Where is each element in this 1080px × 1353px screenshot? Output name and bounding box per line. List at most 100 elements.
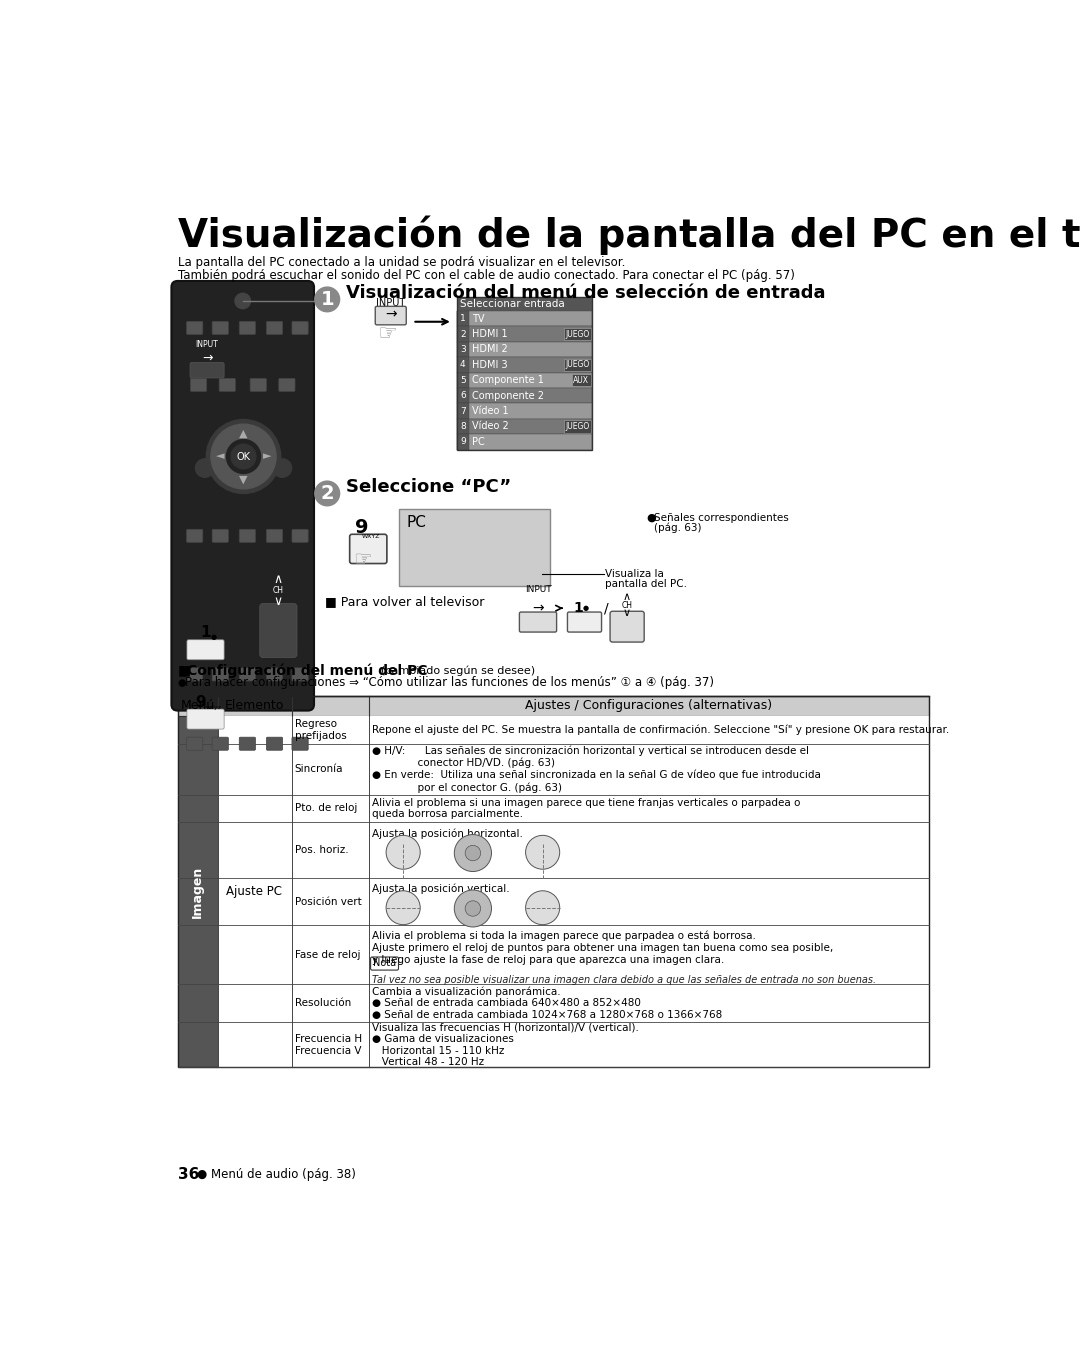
FancyBboxPatch shape [292, 668, 308, 681]
Text: Ajustes / Configuraciones (alternativas): Ajustes / Configuraciones (alternativas) [525, 700, 772, 713]
Text: 1: 1 [200, 625, 211, 640]
Bar [177, 695, 930, 1068]
Text: Seleccione “PC”: Seleccione “PC” [346, 479, 511, 497]
Text: ∧: ∧ [623, 593, 631, 602]
FancyBboxPatch shape [260, 603, 297, 658]
FancyBboxPatch shape [267, 529, 283, 543]
Bar [457, 403, 592, 419]
Text: INPUT: INPUT [376, 298, 405, 308]
Circle shape [206, 419, 281, 494]
Text: ∨: ∨ [623, 607, 631, 618]
Text: PC: PC [406, 515, 427, 530]
FancyBboxPatch shape [187, 640, 225, 660]
Text: INPUT: INPUT [195, 341, 218, 349]
Circle shape [273, 459, 292, 478]
Bar [457, 311, 469, 326]
Text: 36: 36 [177, 1168, 199, 1183]
Circle shape [211, 423, 276, 488]
Text: 1: 1 [573, 601, 583, 616]
Text: Visualización del menú de selección de entrada: Visualización del menú de selección de e… [346, 284, 825, 302]
Text: Frecuencia H
Frecuencia V: Frecuencia H Frecuencia V [295, 1034, 362, 1055]
Circle shape [526, 835, 559, 869]
Bar [565, 327, 591, 340]
Text: Visualiza la: Visualiza la [606, 570, 664, 579]
Text: 2: 2 [460, 330, 465, 338]
Circle shape [465, 846, 481, 861]
FancyBboxPatch shape [240, 668, 256, 681]
FancyBboxPatch shape [240, 529, 256, 543]
Bar [292, 1023, 930, 1068]
FancyBboxPatch shape [190, 379, 206, 391]
FancyBboxPatch shape [212, 322, 228, 334]
Text: Pos. horiz.: Pos. horiz. [295, 846, 348, 855]
Bar [292, 794, 930, 823]
FancyBboxPatch shape [187, 529, 203, 543]
Text: También podrá escuchar el sonido del PC con el cable de audio conectado. Para co: También podrá escuchar el sonido del PC … [177, 269, 795, 281]
FancyBboxPatch shape [172, 281, 314, 710]
Text: Pto. de reloj: Pto. de reloj [295, 804, 357, 813]
Circle shape [387, 835, 420, 869]
Text: HDMI 2: HDMI 2 [472, 345, 508, 354]
Text: Visualiza las frecuencias H (horizontal)/V (vertical).
● Gama de visualizaciones: Visualiza las frecuencias H (horizontal)… [373, 1023, 639, 1068]
Bar [292, 925, 930, 984]
Text: 4: 4 [460, 360, 465, 369]
FancyBboxPatch shape [370, 957, 399, 970]
Text: →: → [384, 308, 396, 322]
Text: La pantalla del PC conectado a la unidad se podrá visualizar en el televisor.: La pantalla del PC conectado a la unidad… [177, 256, 625, 269]
Text: ●: ● [211, 635, 217, 640]
Text: Repone el ajuste del PC. Se muestra la pantalla de confirmación. Seleccione "Sí": Repone el ajuste del PC. Se muestra la p… [373, 725, 949, 735]
FancyBboxPatch shape [187, 668, 203, 681]
Bar [457, 434, 469, 449]
Text: Ajuste PC: Ajuste PC [227, 885, 282, 898]
FancyBboxPatch shape [187, 322, 203, 334]
Circle shape [314, 287, 339, 311]
Bar [292, 878, 930, 925]
Text: JUEGO: JUEGO [566, 422, 590, 432]
FancyBboxPatch shape [190, 363, 225, 377]
Bar [292, 823, 930, 878]
Circle shape [227, 440, 260, 474]
FancyBboxPatch shape [267, 668, 283, 681]
Text: AUX: AUX [573, 376, 590, 384]
Text: JUEGO: JUEGO [566, 360, 590, 369]
Circle shape [235, 294, 251, 308]
Text: 5: 5 [460, 376, 465, 384]
Text: HDMI 1: HDMI 1 [472, 329, 508, 340]
Bar [399, 509, 550, 586]
Text: →: → [202, 352, 213, 364]
Bar [292, 716, 930, 744]
Text: Alivia el problema si una imagen parece que tiene franjas verticales o parpadea : Alivia el problema si una imagen parece … [373, 797, 800, 819]
Bar [457, 326, 469, 342]
Text: Posición vert: Posición vert [295, 897, 362, 907]
Text: /: / [604, 601, 608, 616]
Text: Vídeo 2: Vídeo 2 [472, 422, 509, 432]
Bar [572, 375, 591, 387]
Bar [218, 716, 292, 1068]
Text: ● Menú de audio (pág. 38): ● Menú de audio (pág. 38) [197, 1169, 356, 1181]
Bar [457, 357, 592, 372]
Text: HDMI 3: HDMI 3 [472, 360, 508, 369]
Text: Nota: Nota [373, 958, 396, 969]
Text: Visualización de la pantalla del PC en el televisor: Visualización de la pantalla del PC en e… [177, 215, 1080, 256]
Text: ● H/V:      Las señales de sincronización horizontal y vertical se introducen de: ● H/V: Las señales de sincronización hor… [373, 746, 821, 793]
Bar [457, 419, 469, 434]
Circle shape [455, 890, 491, 927]
Text: 9: 9 [355, 518, 369, 537]
Bar [457, 419, 592, 434]
Bar [565, 421, 591, 433]
Text: Sincronía: Sincronía [295, 764, 343, 774]
Bar [457, 372, 469, 388]
Text: Alivia el problema si toda la imagen parece que parpadea o está borrosa.
Ajuste : Alivia el problema si toda la imagen par… [373, 931, 834, 965]
Text: WXYZ: WXYZ [362, 534, 380, 538]
Text: ►: ► [262, 452, 271, 461]
Bar [177, 695, 930, 716]
Text: ■: ■ [177, 663, 191, 678]
FancyBboxPatch shape [187, 737, 203, 751]
FancyBboxPatch shape [251, 379, 267, 391]
Bar [457, 434, 592, 449]
FancyBboxPatch shape [212, 737, 228, 751]
Text: ∨: ∨ [274, 595, 283, 607]
Text: ▲: ▲ [240, 429, 247, 438]
Bar [292, 744, 930, 794]
Text: Configuración del menú del PC: Configuración del menú del PC [187, 663, 428, 678]
